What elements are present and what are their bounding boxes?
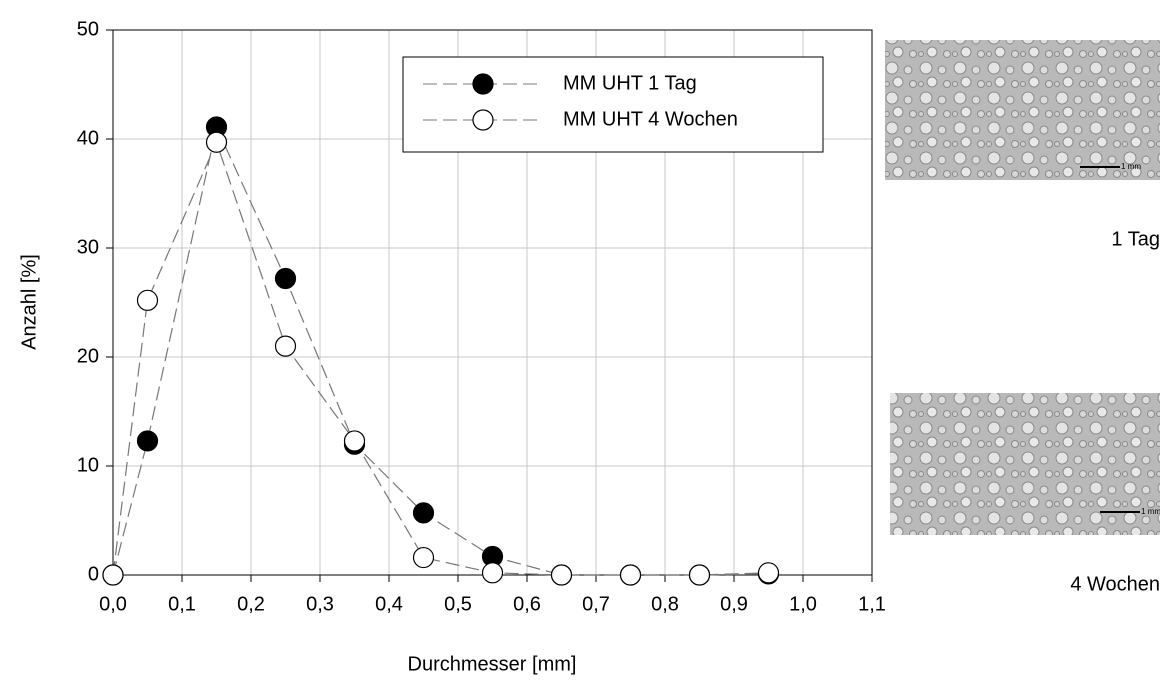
marker — [136, 289, 159, 311]
x-tick-label: 0,7 — [582, 593, 610, 615]
marker — [550, 564, 573, 586]
y-axis-label: Anzahl [%] — [18, 254, 40, 350]
x-tick-label: 0,6 — [513, 593, 541, 615]
x-tick-label: 0,8 — [651, 593, 679, 615]
marker — [619, 564, 642, 586]
marker — [412, 502, 435, 524]
marker — [343, 430, 366, 452]
legend-label: MM UHT 4 Wochen — [563, 108, 738, 130]
marker — [757, 562, 780, 584]
marker — [274, 267, 297, 290]
y-tick-label: 10 — [77, 454, 99, 476]
photo — [885, 40, 1160, 180]
x-tick-label: 0,5 — [444, 593, 472, 615]
photo-label: 1 Tag — [1111, 228, 1160, 250]
x-tick-label: 0,1 — [168, 593, 196, 615]
legend-box — [402, 56, 824, 153]
x-tick-label: 0,4 — [375, 593, 403, 615]
legend-label: MM UHT 1 Tag — [563, 72, 697, 94]
y-tick-label: 40 — [77, 127, 99, 149]
series-line — [112, 140, 769, 576]
marker — [688, 564, 711, 586]
marker — [412, 546, 435, 569]
x-tick-label: 0,9 — [720, 593, 748, 615]
x-tick-label: 1,0 — [789, 593, 817, 615]
x-tick-label: 1,1 — [858, 593, 886, 615]
scale-label: 1 mm — [1141, 507, 1160, 516]
y-tick-label: 20 — [77, 345, 99, 367]
marker — [102, 564, 124, 586]
marker — [205, 131, 228, 153]
y-tick-label: 0 — [88, 563, 99, 585]
marker — [481, 562, 504, 584]
x-tick-label: 0,3 — [306, 593, 334, 615]
x-axis-label: Durchmesser [mm] — [408, 653, 577, 675]
x-tick-label: 0,0 — [99, 593, 127, 615]
photo-label: 4 Wochen — [1070, 573, 1160, 595]
y-tick-label: 30 — [77, 236, 99, 258]
scale-label: 1 mm — [1121, 162, 1141, 171]
photo — [890, 393, 1160, 535]
y-tick-label: 50 — [77, 18, 99, 40]
x-tick-label: 0,2 — [237, 593, 265, 615]
marker — [136, 430, 159, 452]
marker — [274, 335, 297, 357]
legend-marker — [472, 73, 494, 95]
legend-marker — [472, 109, 494, 131]
